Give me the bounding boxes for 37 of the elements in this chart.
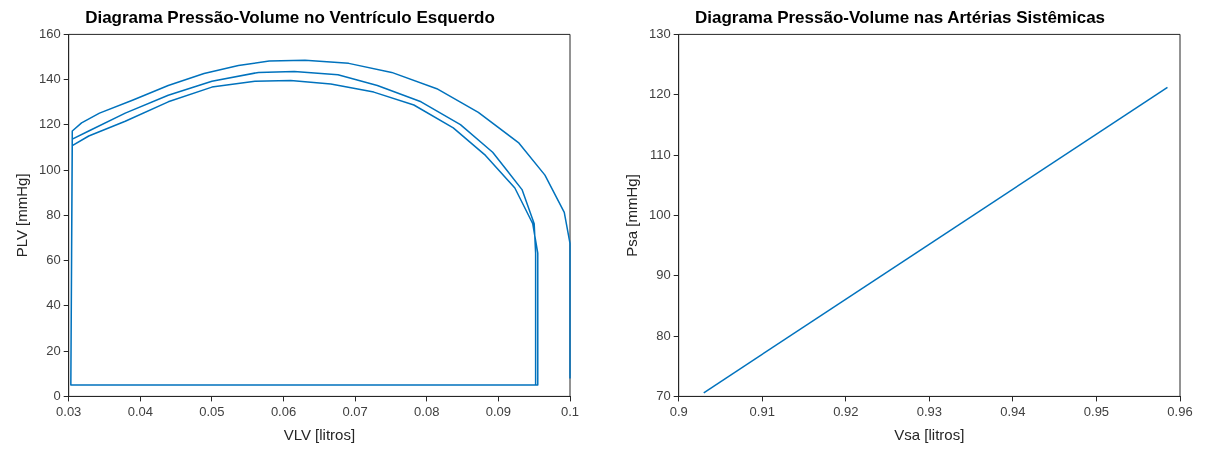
x-tick-label: 0.04 (127, 403, 153, 419)
x-axis-title: Vsa [litros] (894, 426, 965, 444)
y-tick-label: 130 (648, 25, 671, 41)
y-tick-label: 0 (53, 387, 61, 403)
x-tick-label: 0.07 (342, 403, 368, 419)
x-tick-label: 0.9 (669, 403, 688, 419)
y-tick-label: 100 (648, 206, 671, 222)
x-tick-label: 0.08 (414, 403, 440, 419)
x-tick-label: 0.09 (485, 403, 512, 419)
x-tick-label: 0.91 (749, 403, 775, 419)
x-tick-label: 0.92 (833, 403, 859, 419)
x-tick-label: 0.1 (560, 403, 580, 419)
x-axis-title: VLV [litros] (283, 426, 356, 444)
y-axis-title: Psa [mmHg] (623, 174, 641, 257)
x-tick-label: 0.94 (1000, 403, 1026, 419)
y-tick-label: 70 (656, 387, 671, 403)
y-tick-label: 120 (38, 116, 61, 132)
x-tick-label: 0.93 (916, 403, 942, 419)
y-tick-label: 40 (46, 297, 61, 313)
y-tick-label: 140 (38, 71, 61, 87)
y-tick-label: 160 (38, 25, 61, 41)
y-tick-label: 90 (656, 267, 671, 283)
chart-title: Diagrama Pressão-Volume nas Artérias Sistêmicas (694, 7, 1106, 27)
chart-title: Diagrama Pressão-Volume no Ventrículo Esquerdo (85, 7, 495, 27)
x-tick-label: 0.95 (1083, 403, 1110, 419)
y-tick-label: 110 (649, 146, 671, 162)
x-tick-label: 0.05 (199, 403, 225, 419)
x-tick-label: 0.96 (1167, 403, 1193, 419)
x-tick-label: 0.06 (270, 403, 297, 419)
y-tick-label: 100 (38, 161, 61, 177)
y-tick-label: 20 (46, 342, 61, 358)
x-tick-label: 0.03 (56, 403, 82, 419)
y-tick-label: 120 (648, 86, 671, 102)
y-tick-label: 80 (656, 327, 671, 343)
y-axis-title: PLV [mmHg] (13, 173, 31, 258)
y-tick-label: 80 (46, 206, 61, 222)
y-tick-label: 60 (46, 252, 61, 268)
